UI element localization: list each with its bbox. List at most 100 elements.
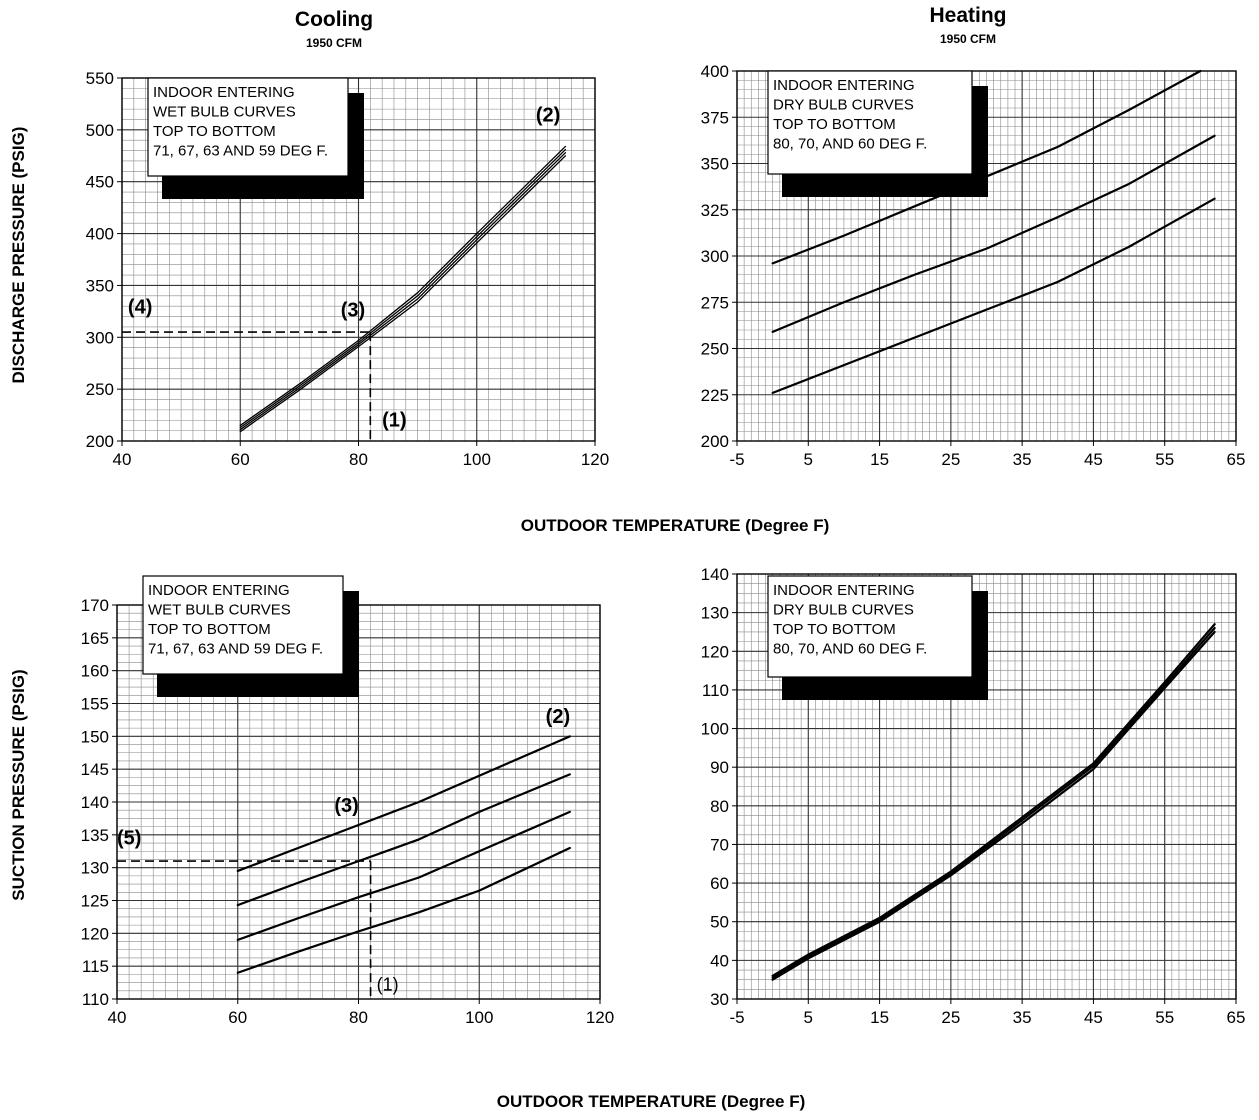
heating-suction-grid bbox=[736, 573, 1237, 1000]
cooling-discharge-xtick-label: 120 bbox=[581, 450, 609, 469]
cooling-suction-annotation: (3) bbox=[334, 795, 358, 817]
heating-discharge-ytick-label: 375 bbox=[701, 108, 729, 127]
heating-suction-ytick-label: 30 bbox=[710, 990, 729, 1009]
heating-discharge-ytick-label: 400 bbox=[701, 62, 729, 81]
cooling-suction-series-4 bbox=[236, 846, 571, 974]
heating-suction-series-2 bbox=[771, 626, 1216, 979]
cooling-discharge-legend-line: WET BULB CURVES bbox=[153, 104, 296, 121]
cooling-discharge-legend: INDOOR ENTERING WET BULB CURVES TOP TO BOT… bbox=[147, 77, 364, 199]
heating-title: Heating bbox=[929, 4, 1006, 27]
heating-suction-ytick-label: 130 bbox=[701, 604, 729, 623]
cooling-discharge-annotation: (3) bbox=[341, 300, 365, 322]
cooling-discharge-series-4 bbox=[239, 155, 567, 433]
heating-discharge-xtick-label: 55 bbox=[1155, 450, 1174, 469]
heating-suction-series-1 bbox=[771, 623, 1216, 977]
cooling-suction-ytick-label: 160 bbox=[81, 662, 109, 681]
heating-discharge-xtick-label: 45 bbox=[1084, 450, 1103, 469]
heating-suction-ytick-label: 90 bbox=[710, 758, 729, 777]
outdoor-temp-label-top: OUTDOOR TEMPERATURE (Degree F) bbox=[521, 516, 830, 535]
heating-discharge-ytick-label: 350 bbox=[701, 155, 729, 174]
heating-suction-frame bbox=[736, 573, 1237, 1000]
heating-suction-ytick-label: 140 bbox=[701, 565, 729, 584]
cooling-discharge-legend-line: INDOOR ENTERING bbox=[153, 84, 295, 101]
heating-suction-ytick-label: 80 bbox=[710, 797, 729, 816]
cooling-suction-ytick-label: 165 bbox=[81, 629, 109, 648]
cooling-discharge-ytick-label: 300 bbox=[86, 328, 114, 347]
cooling-suction-annotation: (2) bbox=[546, 706, 570, 728]
suction-y-label: SUCTION PRESSURE (PSIG) bbox=[9, 669, 28, 900]
heating-suction-series-3 bbox=[771, 630, 1216, 981]
cooling-suction-series-2 bbox=[236, 773, 571, 907]
heating-discharge-legend-line: 80, 70, AND 60 DEG F. bbox=[773, 136, 927, 153]
heating-discharge-xtick-label: 35 bbox=[1013, 450, 1032, 469]
heating-discharge-legend-line: TOP TO BOTTOM bbox=[773, 116, 896, 133]
heating-suction-xtick-label: 25 bbox=[941, 1008, 960, 1027]
heating-discharge-xtick-label: -5 bbox=[729, 450, 744, 469]
heating-suction-ytick-label: 60 bbox=[710, 874, 729, 893]
cooling-title: Cooling bbox=[295, 8, 373, 31]
cooling-suction-ytick-label: 115 bbox=[82, 957, 109, 976]
heating-suction-xtick-label: 55 bbox=[1155, 1008, 1174, 1027]
heating-suction-xtick-label: -5 bbox=[729, 1008, 744, 1027]
cooling-discharge-series-2 bbox=[239, 148, 567, 429]
heating-suction-legend-box bbox=[767, 575, 973, 678]
heating-suction-xtick-label: 45 bbox=[1084, 1008, 1103, 1027]
heating-discharge-legend-line: DRY BULB CURVES bbox=[773, 97, 914, 114]
heating-discharge-ytick-label: 325 bbox=[701, 201, 729, 220]
cooling-discharge-legend-line: TOP TO BOTTOM bbox=[153, 123, 276, 140]
heating-discharge-legend-line: INDOOR ENTERING bbox=[773, 77, 915, 94]
heating-discharge-chart: -5 5 15 25 35 45 55 65 200 225 250 275 300 325 350 375 4… bbox=[701, 62, 1246, 469]
cooling-suction-xtick-label: 100 bbox=[465, 1008, 493, 1027]
cooling-suction-ytick-label: 155 bbox=[81, 695, 109, 714]
heating-discharge-ytick-label: 200 bbox=[701, 432, 729, 451]
cooling-suction-legend-line: WET BULB CURVES bbox=[148, 602, 291, 619]
cooling-suction-annotation: (5) bbox=[117, 828, 141, 850]
heating-suction-ytick-label: 110 bbox=[702, 681, 729, 700]
heating-suction-xtick-label: 65 bbox=[1227, 1008, 1246, 1027]
heating-suction-legend-line: INDOOR ENTERING bbox=[773, 582, 915, 599]
cooling-discharge-ytick-label: 250 bbox=[86, 380, 114, 399]
cooling-suction-legend-line: 71, 67, 63 AND 59 DEG F. bbox=[148, 641, 323, 658]
heating-discharge-xtick-label: 25 bbox=[941, 450, 960, 469]
cooling-suction-ytick-label: 170 bbox=[81, 596, 109, 615]
cooling-discharge-legend-box bbox=[147, 77, 349, 177]
heating-suction-legend-line: TOP TO BOTTOM bbox=[773, 621, 896, 638]
cooling-discharge-ytick-label: 550 bbox=[86, 69, 114, 88]
outdoor-temp-label-bottom: OUTDOOR TEMPERATURE (Degree F) bbox=[497, 1092, 806, 1111]
heating-suction-ytick-label: 70 bbox=[710, 835, 729, 854]
heating-suction-xtick-label: 35 bbox=[1013, 1008, 1032, 1027]
cooling-suction-xtick-label: 80 bbox=[349, 1008, 368, 1027]
cooling-suction-ytick-label: 130 bbox=[81, 859, 109, 878]
heating-discharge-legend: INDOOR ENTERING DRY BULB CURVES TOP TO BOT… bbox=[767, 70, 988, 197]
cooling-suction-ytick-label: 150 bbox=[81, 727, 109, 746]
cooling-discharge-annotation: (2) bbox=[536, 105, 560, 127]
cooling-discharge-xtick-label: 40 bbox=[113, 450, 132, 469]
cooling-suction-xtick-label: 60 bbox=[228, 1008, 247, 1027]
heating-suction-chart: -5 5 15 25 35 45 55 65 30 40 50 60 70 80 90 100 110 120 13… bbox=[701, 565, 1246, 1027]
heating-discharge-series-2 bbox=[771, 134, 1216, 333]
heating-discharge-xtick-label: 65 bbox=[1227, 450, 1246, 469]
heating-discharge-xtick-label: 15 bbox=[870, 450, 889, 469]
heating-suction-legend: INDOOR ENTERING DRY BULB CURVES TOP TO BOT… bbox=[767, 575, 988, 700]
heating-discharge-xtick-label: 5 bbox=[804, 450, 813, 469]
cooling-suction-legend-box bbox=[142, 575, 344, 675]
charts-layer: 40 60 80 100 120200250300350400450500550INDO… bbox=[81, 62, 1246, 1027]
heating-suction-ytick-label: 100 bbox=[701, 720, 729, 739]
cooling-suction-ytick-label: 140 bbox=[81, 793, 109, 812]
cooling-discharge-xtick-label: 80 bbox=[349, 450, 368, 469]
heating-suction-xtick-label: 15 bbox=[870, 1008, 889, 1027]
cooling-suction-series-1 bbox=[236, 735, 571, 873]
cooling-suction-legend-line: INDOOR ENTERING bbox=[148, 582, 290, 599]
heating-suction-xtick-label: 5 bbox=[804, 1008, 813, 1027]
cooling-discharge-xtick-label: 100 bbox=[463, 450, 491, 469]
cooling-suction-xtick-label: 120 bbox=[586, 1008, 614, 1027]
cooling-suction-ytick-label: 145 bbox=[81, 760, 109, 779]
cooling-suction-ytick-label: 120 bbox=[81, 924, 109, 943]
cooling-discharge-ytick-label: 200 bbox=[86, 432, 114, 451]
heating-suction-ytick-label: 40 bbox=[710, 951, 729, 970]
cooling-suction-ytick-label: 110 bbox=[82, 990, 109, 1009]
heating-suction-legend-line: 80, 70, AND 60 DEG F. bbox=[773, 641, 927, 658]
heating-suction-ytick-label: 50 bbox=[710, 913, 729, 932]
heating-discharge-ytick-label: 225 bbox=[701, 386, 729, 405]
